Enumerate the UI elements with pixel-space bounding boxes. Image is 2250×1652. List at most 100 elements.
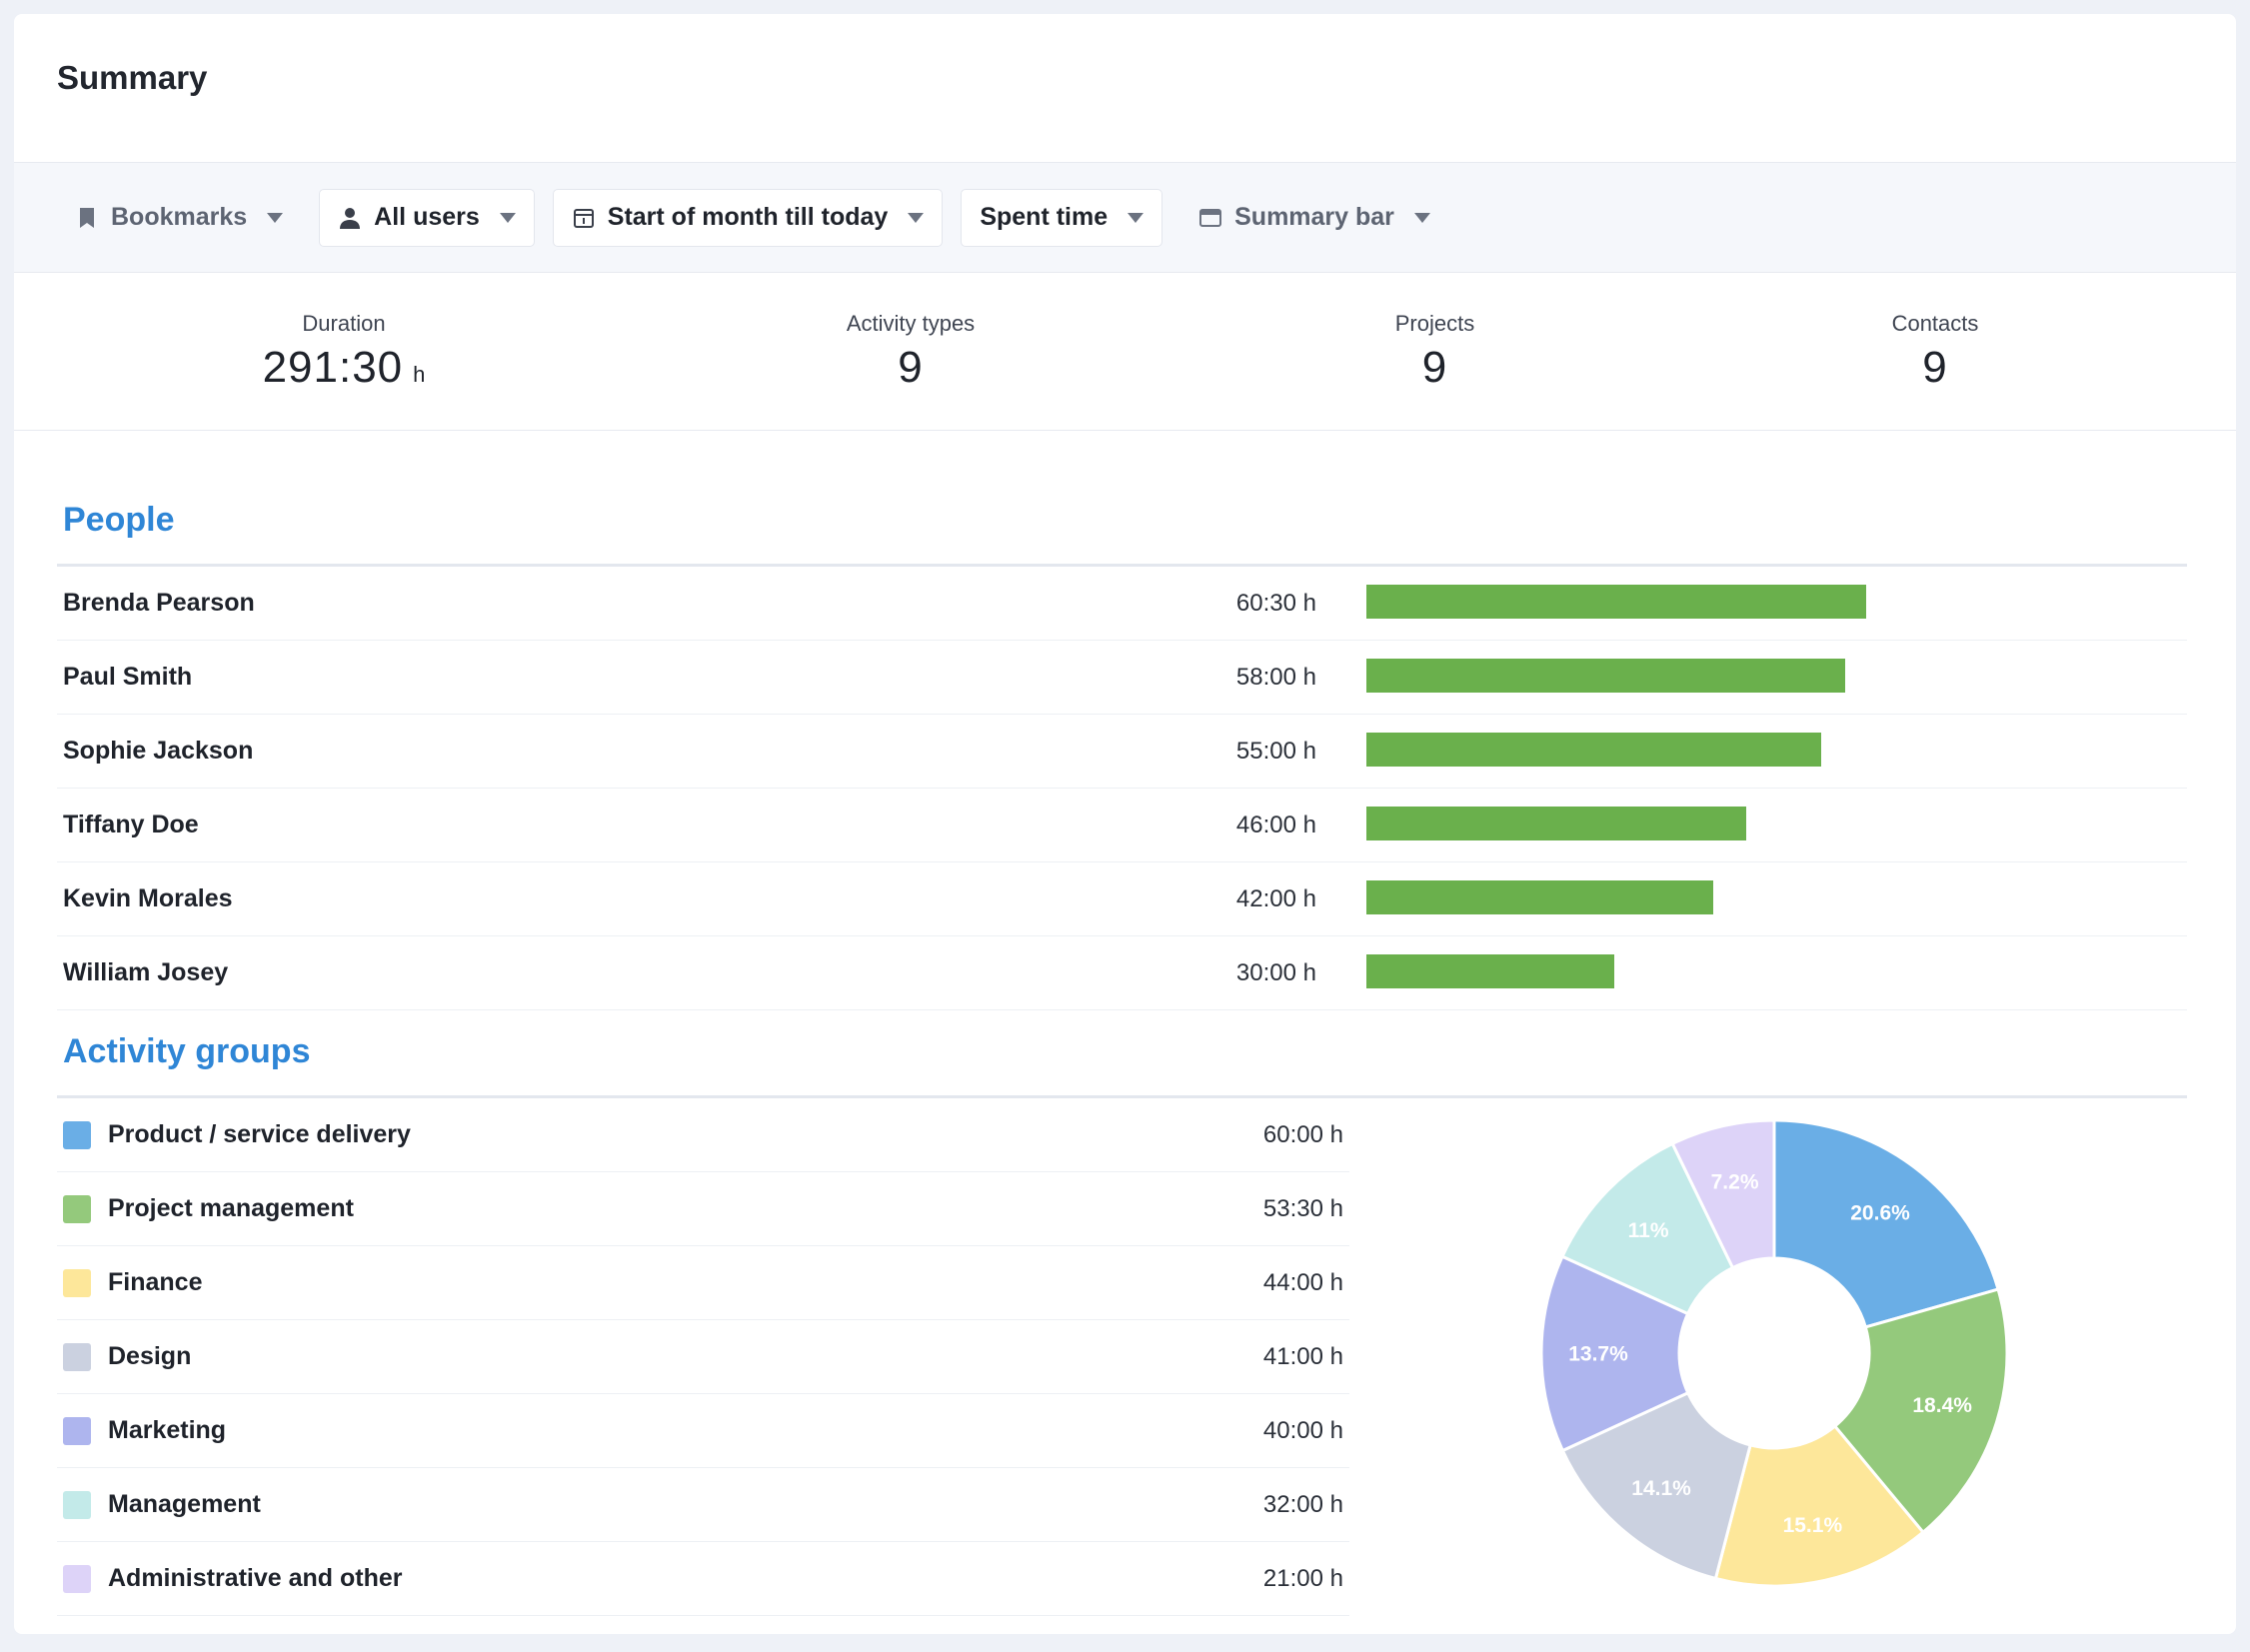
person-row[interactable]: Brenda Pearson 60:30 h	[57, 567, 2187, 641]
person-bar-track	[1366, 807, 2166, 840]
person-time: 60:30 h	[1235, 589, 1316, 617]
activity-group-name: Finance	[108, 1268, 203, 1296]
stat-value: 291:30	[262, 342, 404, 392]
donut-slice[interactable]	[1832, 1287, 2009, 1535]
users-dropdown[interactable]: All users	[319, 188, 535, 247]
slice-label: 15.1%	[1783, 1514, 1843, 1537]
page-header: Summary	[14, 14, 2236, 162]
activity-group-time: 60:00 h	[1262, 1120, 1343, 1148]
metric-label: Spent time	[980, 203, 1109, 231]
activity-groups-list: Product / service delivery 60:00 h Project…	[57, 1098, 2187, 1616]
activity-group-time: 32:00 h	[1262, 1490, 1343, 1518]
page-title: Summary	[57, 59, 208, 96]
person-row[interactable]: Paul Smith 58:00 h	[57, 641, 2187, 715]
stat-duration: Duration 291:30 h	[14, 273, 674, 430]
summary-card: Summary Bookmarks All users Start of mon…	[14, 14, 2236, 1634]
section-divider	[57, 1095, 2187, 1098]
slice-label: 7.2%	[1711, 1170, 1759, 1193]
stat-label: Contacts	[1891, 310, 1979, 336]
activity-group-name: Marketing	[108, 1416, 227, 1444]
person-name: Sophie Jackson	[63, 737, 254, 765]
activity-group-name: Administrative and other	[108, 1564, 403, 1592]
bookmark-icon	[75, 206, 99, 230]
stats-bar: Duration 291:30 h Activity types 9 Projec…	[14, 273, 2236, 431]
activity-groups-donut-chart: 20.6% 18.4% 15.1% 14.1% 13.7% 11% 7.2%	[1539, 1118, 2009, 1588]
stat-label: Projects	[1394, 310, 1475, 336]
activity-group-row[interactable]: Management 32:00 h	[57, 1468, 1349, 1542]
view-dropdown[interactable]: Summary bar	[1180, 189, 1448, 247]
activity-group-time: 41:00 h	[1262, 1342, 1343, 1370]
color-swatch	[63, 1564, 91, 1593]
person-name: William Josey	[63, 958, 229, 986]
filter-toolbar: Bookmarks All users Start of month till …	[14, 162, 2236, 273]
person-bar-track	[1366, 585, 2166, 619]
donut-slice[interactable]	[1713, 1423, 1926, 1588]
activity-group-row[interactable]: Administrative and other 21:00 h	[57, 1542, 1349, 1616]
activity-group-name: Product / service delivery	[108, 1120, 411, 1148]
users-label: All users	[374, 203, 480, 231]
stat-label: Duration	[302, 310, 386, 336]
person-time: 30:00 h	[1235, 958, 1316, 986]
person-row[interactable]: Kevin Morales 42:00 h	[57, 862, 2187, 936]
donut-slice[interactable]	[1772, 1118, 2000, 1329]
activity-group-time: 53:30 h	[1262, 1194, 1343, 1222]
stat-label: Activity types	[846, 310, 976, 336]
activity-group-row[interactable]: Finance 44:00 h	[57, 1246, 1349, 1320]
slice-label: 13.7%	[1568, 1342, 1628, 1365]
person-row[interactable]: William Josey 30:00 h	[57, 936, 2187, 1010]
slice-label: 14.1%	[1631, 1477, 1691, 1500]
color-swatch	[63, 1268, 91, 1297]
stat-value: 9	[1922, 342, 1948, 392]
chevron-down-icon	[1127, 212, 1144, 223]
activity-group-time: 21:00 h	[1262, 1564, 1343, 1592]
person-name: Paul Smith	[63, 663, 193, 691]
activity-group-time: 40:00 h	[1262, 1416, 1343, 1444]
color-swatch	[63, 1342, 91, 1371]
person-name: Brenda Pearson	[63, 589, 255, 617]
person-bar	[1366, 807, 1747, 840]
user-icon	[338, 206, 362, 230]
activity-group-row[interactable]: Marketing 40:00 h	[57, 1394, 1349, 1468]
person-time: 46:00 h	[1235, 811, 1316, 838]
chevron-down-icon	[499, 212, 516, 223]
person-bar	[1366, 733, 1821, 767]
person-bar-track	[1366, 880, 2166, 914]
date-range-label: Start of month till today	[607, 203, 889, 231]
people-section: People Brenda Pearson 60:30 h Paul Smith 58…	[57, 501, 2187, 1010]
person-bar-track	[1366, 659, 2166, 693]
slice-label: 11%	[1628, 1219, 1669, 1242]
activity-groups-title[interactable]: Activity groups	[63, 1032, 311, 1070]
stat-value: 9	[1421, 342, 1448, 392]
bookmarks-dropdown[interactable]: Bookmarks	[57, 189, 301, 247]
people-list: Brenda Pearson 60:30 h Paul Smith 58:00 h So…	[57, 567, 2187, 1010]
donut-slice[interactable]	[1670, 1118, 1776, 1270]
view-label: Summary bar	[1234, 203, 1394, 231]
section-divider	[57, 564, 2187, 567]
stat-contacts: Contacts 9	[1722, 273, 2148, 430]
chevron-down-icon	[1413, 212, 1430, 223]
color-swatch	[63, 1120, 91, 1149]
stat-activity-types: Activity types 9	[674, 273, 1147, 430]
metric-dropdown[interactable]: Spent time	[961, 188, 1163, 247]
donut-slice[interactable]	[1560, 1390, 1752, 1581]
person-bar	[1366, 954, 1614, 988]
person-name: Tiffany Doe	[63, 811, 199, 838]
activity-group-row[interactable]: Design 41:00 h	[57, 1320, 1349, 1394]
bookmarks-label: Bookmarks	[111, 203, 248, 231]
person-row[interactable]: Sophie Jackson 55:00 h	[57, 715, 2187, 789]
activity-groups-section: Activity groups Product / service delive…	[57, 1032, 2187, 1616]
color-swatch	[63, 1490, 91, 1519]
person-row[interactable]: Tiffany Doe 46:00 h	[57, 789, 2187, 862]
activity-group-row[interactable]: Project management 53:30 h	[57, 1172, 1349, 1246]
donut-slice[interactable]	[1539, 1254, 1690, 1453]
activity-group-row[interactable]: Product / service delivery 60:00 h	[57, 1098, 1349, 1172]
slice-label: 18.4%	[1912, 1394, 1972, 1417]
date-range-dropdown[interactable]: Start of month till today	[552, 188, 944, 247]
people-title[interactable]: People	[63, 501, 175, 539]
person-bar	[1366, 585, 1866, 619]
activity-group-name: Project management	[108, 1194, 354, 1222]
window-icon	[1198, 206, 1222, 230]
person-name: Kevin Morales	[63, 884, 233, 912]
person-bar-track	[1366, 733, 2166, 767]
activity-group-name: Management	[108, 1490, 261, 1518]
